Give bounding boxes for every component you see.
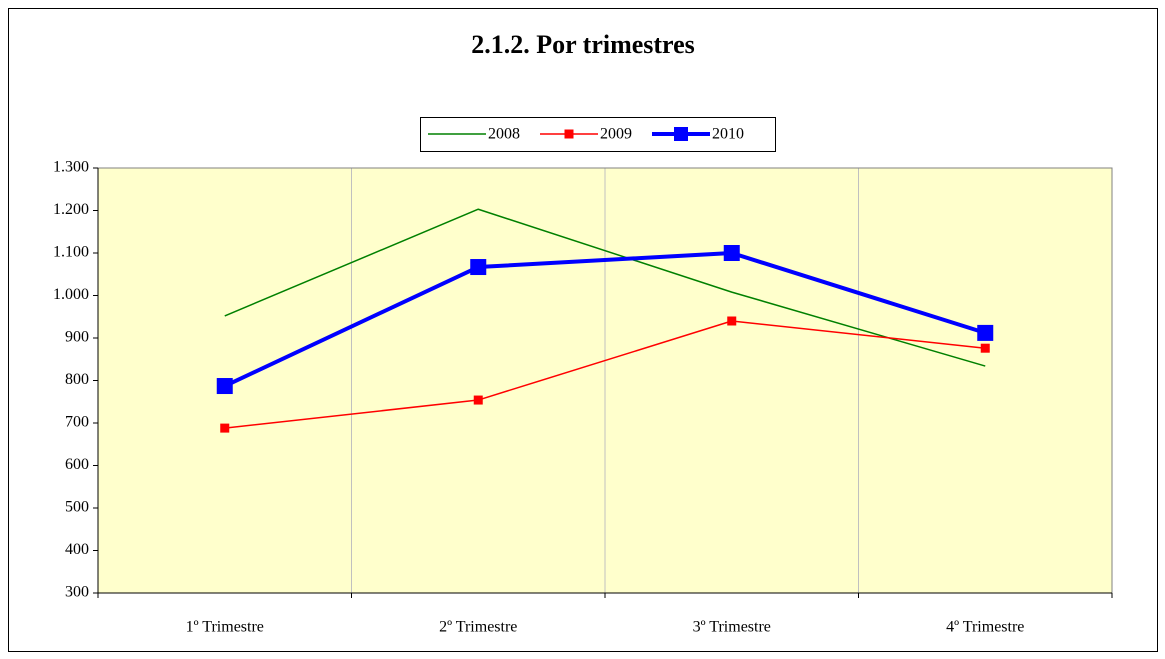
series-marker [977,324,994,341]
y-tick-label: 1.100 [53,244,89,261]
y-tick-label: 1.000 [53,286,89,303]
series-line [223,251,986,388]
y-tick-label: 900 [65,329,89,346]
x-tick-label: 4º Trimestre [946,619,1024,636]
series-marker [723,245,740,261]
chart-title: 2.1.2. Por trimestres [471,30,695,59]
y-tick-label: 600 [65,456,89,473]
y-tick-label: 1.200 [53,201,89,218]
y-tick-label: 400 [65,541,89,558]
y-tick-label: 700 [65,414,89,431]
y-tick-label: 1.300 [53,159,89,176]
y-tick-label: 800 [65,371,89,388]
legend-label: 2008 [488,126,520,143]
series-marker [216,378,233,395]
x-tick-label: 2º Trimestre [439,619,517,636]
legend-label: 2009 [600,126,632,143]
y-tick-label: 300 [65,584,89,601]
series-marker [220,423,230,433]
series-line [224,208,986,367]
legend-marker [564,129,574,139]
series-line [224,320,986,429]
y-tick-label: 500 [65,499,89,516]
series-marker [727,316,737,326]
legend-marker [674,127,688,141]
series-marker [473,395,483,405]
series-marker [980,343,990,353]
legend-label: 2010 [712,126,744,143]
series-marker [470,259,487,276]
x-tick-label: 1º Trimestre [186,619,264,636]
x-tick-label: 3º Trimestre [693,619,771,636]
